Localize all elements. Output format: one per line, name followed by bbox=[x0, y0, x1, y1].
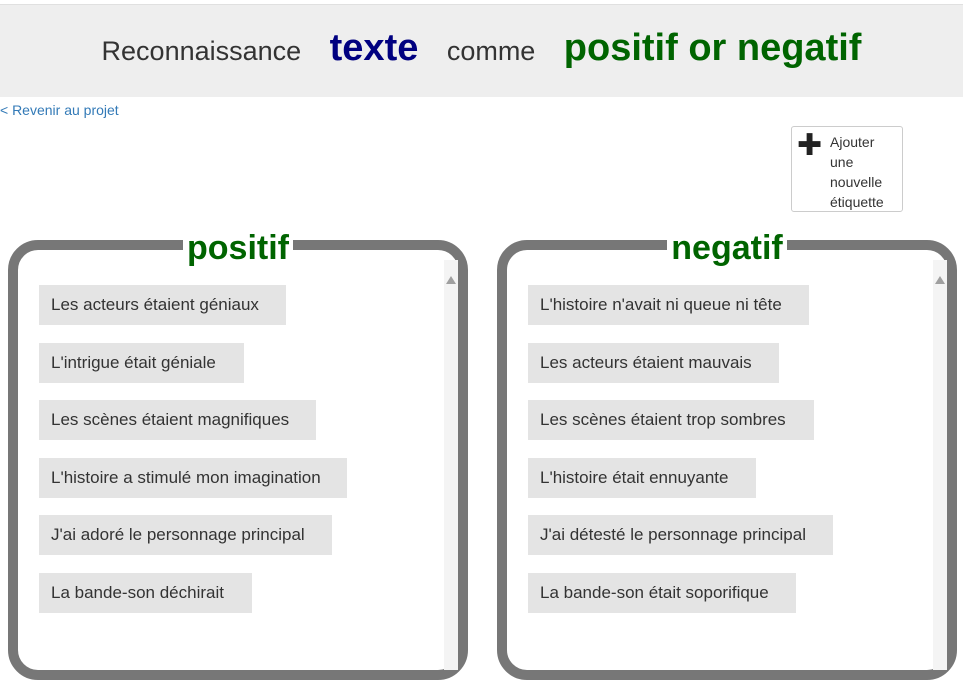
draggable-item[interactable]: L'histoire était ennuyante bbox=[528, 457, 756, 498]
category-box-positif: positif Les acteurs étaient géniaux L'in… bbox=[8, 228, 468, 680]
draggable-item[interactable]: Les scènes étaient trop sombres bbox=[528, 400, 814, 441]
title-word-as: comme bbox=[446, 36, 536, 66]
title-bar: Reconnaissance texte comme positif or ne… bbox=[0, 4, 963, 97]
scroll-up-arrow-icon[interactable] bbox=[935, 276, 945, 284]
title-word-data-type: texte bbox=[329, 27, 419, 69]
draggable-item[interactable]: La bande-son était soporifique bbox=[528, 572, 796, 613]
category-title: positif bbox=[18, 228, 458, 268]
back-to-project-link[interactable]: < Revenir au projet bbox=[0, 102, 119, 118]
draggable-item[interactable]: L'histoire n'avait ni queue ni tête bbox=[528, 285, 809, 325]
title-word-recognition: Reconnaissance bbox=[101, 36, 302, 66]
scrollbar[interactable] bbox=[933, 260, 947, 670]
category-box-negatif: negatif L'histoire n'avait ni queue ni t… bbox=[497, 228, 957, 680]
draggable-item[interactable]: J'ai adoré le personnage principal bbox=[39, 515, 332, 556]
add-label-button-text: Ajouter une nouvelle étiquette bbox=[830, 134, 884, 210]
category-title: negatif bbox=[507, 228, 947, 268]
category-title-text: negatif bbox=[667, 228, 787, 268]
page-title: Reconnaissance texte comme positif or ne… bbox=[0, 27, 963, 70]
item-list: Les acteurs étaient géniaux L'intrigue é… bbox=[39, 285, 347, 631]
draggable-item[interactable]: Les acteurs étaient géniaux bbox=[39, 285, 286, 325]
draggable-item[interactable]: Les scènes étaient magnifiques bbox=[39, 400, 316, 441]
draggable-item[interactable]: L'intrigue était géniale bbox=[39, 342, 244, 383]
draggable-item[interactable]: Les acteurs étaient mauvais bbox=[528, 342, 779, 383]
title-word-labels: positif or negatif bbox=[563, 27, 862, 69]
item-list: L'histoire n'avait ni queue ni tête Les … bbox=[528, 285, 833, 631]
draggable-item[interactable]: L'histoire a stimulé mon imagination bbox=[39, 457, 347, 498]
draggable-item[interactable]: J'ai détesté le personnage principal bbox=[528, 515, 833, 556]
add-label-button[interactable]: ✚ Ajouter une nouvelle étiquette bbox=[791, 126, 903, 212]
category-title-text: positif bbox=[183, 228, 293, 268]
scroll-up-arrow-icon[interactable] bbox=[446, 276, 456, 284]
draggable-item[interactable]: La bande-son déchirait bbox=[39, 572, 252, 613]
plus-icon: ✚ bbox=[797, 129, 823, 162]
scrollbar[interactable] bbox=[444, 260, 458, 670]
